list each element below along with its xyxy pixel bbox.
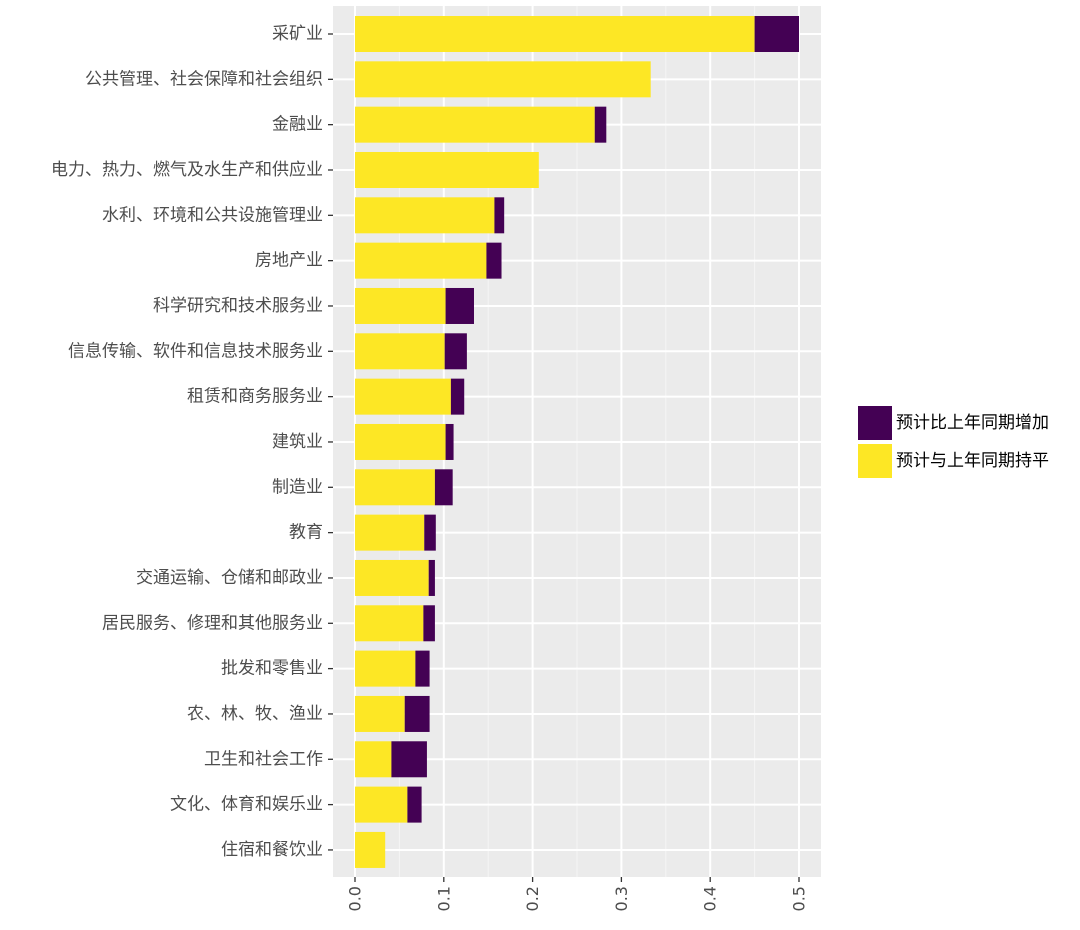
bar-segment [355,469,435,506]
bar-segment [754,16,799,52]
bar-segment [450,378,465,415]
bar-segment [407,786,422,823]
y-axis: 采矿业公共管理、社会保障和社会组织金融业电力、热力、燃气及水生产和供应业水利、环… [51,24,333,860]
bar-segment [355,287,446,324]
bar-segment [415,650,430,687]
y-tick-label: 建筑业 [272,432,323,452]
bar-segment [428,559,435,596]
y-tick-label: 批发和零售业 [221,659,323,679]
bar-segment [404,695,430,732]
bar-segment [355,786,408,823]
y-tick-label: 居民服务、修理和其他服务业 [102,613,323,633]
bar-segment [445,423,454,460]
bar-segment [355,695,405,732]
bars-layer [355,16,799,868]
y-tick-label: 制造业 [272,477,323,497]
y-tick-label: 公共管理、社会保障和社会组织 [85,69,323,89]
y-tick-label: 信息传输、软件和信息技术服务业 [68,341,323,361]
y-tick-label: 电力、热力、燃气及水生产和供应业 [51,160,323,180]
bar-segment [391,741,427,778]
bar-segment [355,378,451,415]
y-tick-label: 科学研究和技术服务业 [153,296,323,316]
y-tick-label: 交通运输、仓储和邮政业 [136,568,323,588]
y-tick-label: 租赁和商务服务业 [187,387,323,407]
legend-label: 预计比上年同期增加 [896,413,1049,433]
bar-segment [444,333,467,370]
x-tick-label: 0.4 [701,886,720,911]
x-tick-label: 0.3 [612,886,631,911]
y-tick-label: 采矿业 [272,24,323,44]
y-tick-label: 教育 [289,523,323,543]
bar-segment [486,242,502,279]
bar-segment [355,514,425,551]
bar-segment [355,741,392,778]
x-axis: 0.0 0.1 0.2 0.3 0.4 0.5 [346,877,809,911]
legend-label: 预计与上年同期持平 [896,451,1049,471]
x-tick-label: 0.0 [346,886,365,911]
bar-segment [355,423,446,460]
bar-segment [355,16,755,52]
bar-segment [355,831,386,868]
x-tick-label: 0.2 [523,886,542,911]
y-tick-label: 房地产业 [255,251,323,271]
bar-segment [355,151,539,188]
y-tick-label: 水利、环境和公共设施管理业 [102,205,323,225]
bar-segment [355,559,429,596]
bar-segment [355,605,424,642]
legend-key [858,444,892,478]
bar-segment [355,106,595,143]
y-tick-label: 住宿和餐饮业 [221,840,323,860]
bar-segment [355,333,445,370]
y-tick-label: 文化、体育和娱乐业 [170,795,323,815]
bar-segment [445,287,474,324]
bar-segment [355,61,651,98]
legend-key [858,406,892,440]
bar-segment [434,469,453,506]
bar-segment [594,106,607,143]
bar-segment [423,605,435,642]
y-tick-label: 农、林、牧、渔业 [187,704,323,724]
bar-segment [424,514,436,551]
bar-segment [355,197,495,234]
major-gridlines [333,6,821,877]
y-tick-label: 金融业 [272,115,323,135]
x-tick-label: 0.1 [434,886,453,911]
x-tick-label: 0.5 [790,886,809,911]
bar-segment [355,650,416,687]
bar-segment [494,197,505,234]
bar-segment [355,242,487,279]
y-tick-label: 卫生和社会工作 [204,749,323,769]
